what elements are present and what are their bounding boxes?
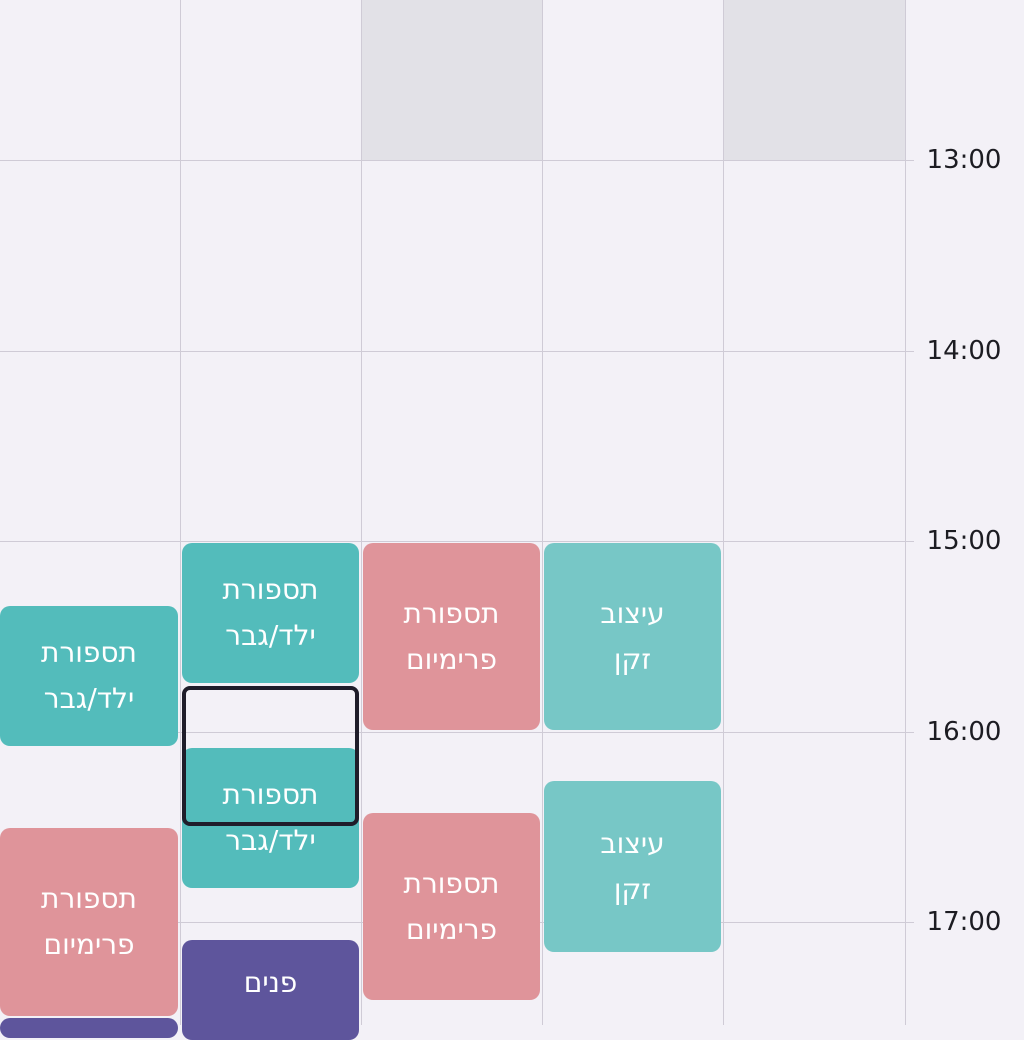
appointment-card[interactable]: תספורת ילד/גבר: [182, 543, 359, 683]
appointment-card[interactable]: תספורת פרימיום: [363, 813, 540, 1000]
unavailable-slot: [362, 0, 542, 160]
column-divider: [180, 0, 181, 1025]
time-label: 17:00: [926, 907, 1002, 937]
appointment-card[interactable]: [0, 1018, 178, 1038]
column-divider: [905, 0, 906, 1025]
appointment-card[interactable]: תספורת פרימיום: [0, 828, 178, 1016]
appointment-card[interactable]: תספורת ילד/גבר: [182, 748, 359, 888]
hour-line: [0, 541, 906, 542]
time-label: 14:00: [926, 336, 1002, 366]
appointment-card[interactable]: תספורת פרימיום: [363, 543, 540, 730]
hour-tick: [906, 541, 914, 542]
hour-tick: [906, 922, 914, 923]
appointment-title: פנים: [243, 966, 298, 999]
appointment-subtitle: פרימיום: [43, 928, 135, 961]
appointment-title: תספורת: [403, 866, 500, 900]
appointment-card[interactable]: תספורת ילד/גבר: [0, 606, 178, 746]
appointment-subtitle: ילד/גבר: [225, 619, 316, 652]
time-label: 13:00: [926, 145, 1002, 175]
appointment-subtitle: ילד/גבר: [225, 824, 316, 857]
unavailable-slot: [724, 0, 905, 160]
hour-tick: [906, 351, 914, 352]
selected-time-slot[interactable]: [182, 686, 359, 826]
hour-line: [0, 160, 906, 161]
column-divider: [723, 0, 724, 1025]
hour-tick: [906, 160, 914, 161]
column-divider: [361, 0, 362, 1025]
appointment-subtitle: ילד/גבר: [43, 682, 135, 715]
appointment-title: תספורת: [222, 778, 319, 811]
appointment-subtitle: פרימיום: [405, 642, 498, 676]
appointment-card[interactable]: פנים: [182, 940, 359, 1040]
appointment-title: תספורת: [41, 882, 137, 915]
appointment-card[interactable]: עיצוב זקן: [544, 543, 721, 730]
time-label: 15:00: [926, 526, 1002, 556]
appointment-subtitle: זקן: [613, 642, 652, 676]
appointment-title: עיצוב: [600, 596, 665, 630]
time-label: 16:00: [926, 717, 1002, 747]
column-divider: [542, 0, 543, 1025]
appointment-card[interactable]: עיצוב זקן: [544, 781, 721, 952]
appointment-title: תספורת: [222, 573, 319, 606]
hour-line: [0, 351, 906, 352]
hour-tick: [906, 732, 914, 733]
appointment-title: תספורת: [41, 636, 137, 669]
appointment-title: תספורת: [403, 596, 500, 630]
appointment-subtitle: זקן: [613, 872, 652, 906]
appointment-subtitle: פרימיום: [405, 912, 498, 946]
appointment-title: עיצוב: [600, 826, 665, 860]
hour-line: [0, 732, 906, 733]
